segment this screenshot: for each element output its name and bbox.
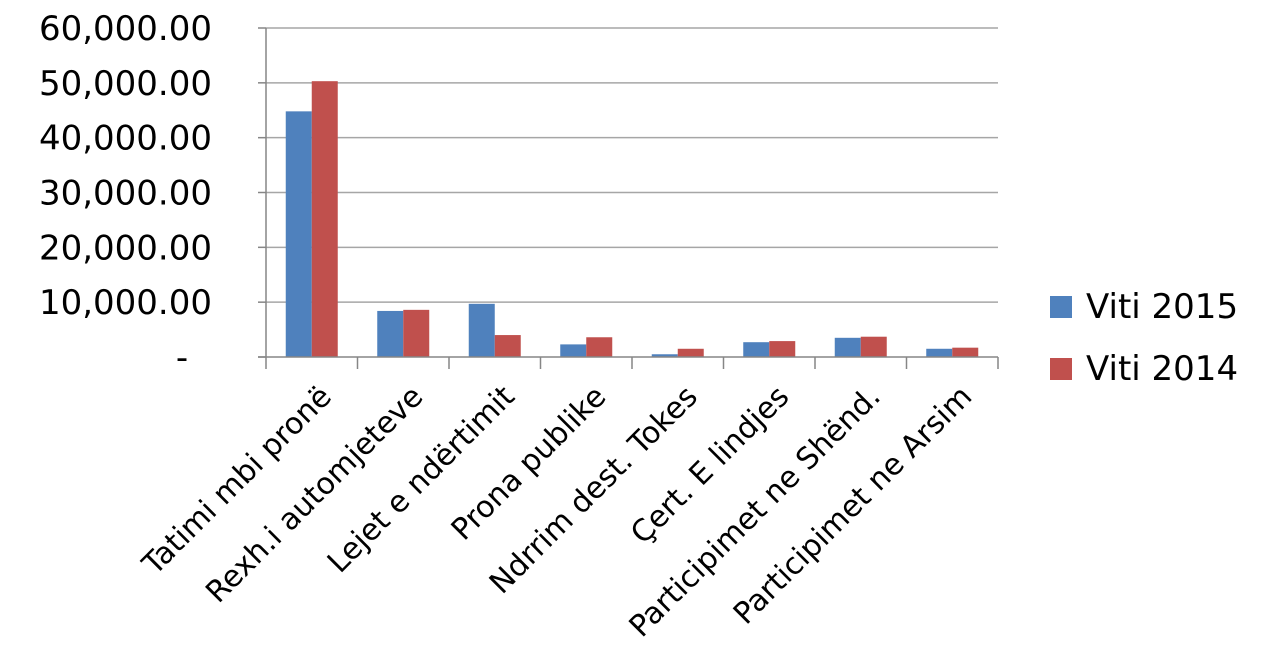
- bar-viti-2015: [377, 310, 404, 357]
- bar-viti-2015: [743, 342, 770, 357]
- x-category-label: Çert. E lindjes: [624, 379, 796, 551]
- bar-viti-2014: [769, 341, 796, 357]
- gridlines: [266, 27, 998, 303]
- legend: Viti 2015 Viti 2014: [1050, 287, 1238, 389]
- y-tick-label: 20,000.00: [39, 228, 212, 268]
- x-category-label: Prona publike: [445, 379, 613, 547]
- y-tick-label: -: [176, 338, 188, 378]
- bar-viti-2014: [952, 347, 979, 357]
- bar-viti-2015: [834, 337, 861, 357]
- bar-viti-2014: [311, 81, 338, 358]
- bar-viti-2014: [860, 336, 887, 357]
- legend-swatch: [1050, 296, 1072, 318]
- bar-viti-2014: [586, 337, 613, 357]
- legend-label: Viti 2015: [1086, 287, 1238, 327]
- bar-viti-2015: [468, 303, 495, 357]
- bar-viti-2015: [285, 111, 312, 357]
- y-tick-label: 60,000.00: [39, 9, 212, 49]
- bar-viti-2015: [651, 354, 678, 357]
- legend-swatch: [1050, 358, 1072, 380]
- y-axis-tick-labels: - 10,000.00 20,000.00 30,000.00 40,000.00 50,…: [39, 9, 212, 378]
- bar-viti-2014: [677, 348, 704, 357]
- y-tick-label: 50,000.00: [39, 64, 212, 104]
- legend-label: Viti 2014: [1086, 349, 1238, 389]
- bar-viti-2015: [926, 348, 953, 357]
- bar-viti-2015: [560, 344, 587, 357]
- y-tick-label: 10,000.00: [39, 283, 212, 323]
- axes: [258, 27, 999, 369]
- bar-viti-2014: [403, 309, 430, 357]
- y-tick-label: 40,000.00: [39, 119, 212, 159]
- bars: [285, 81, 979, 358]
- y-tick-label: 30,000.00: [39, 174, 212, 214]
- bar-viti-2014: [494, 335, 521, 357]
